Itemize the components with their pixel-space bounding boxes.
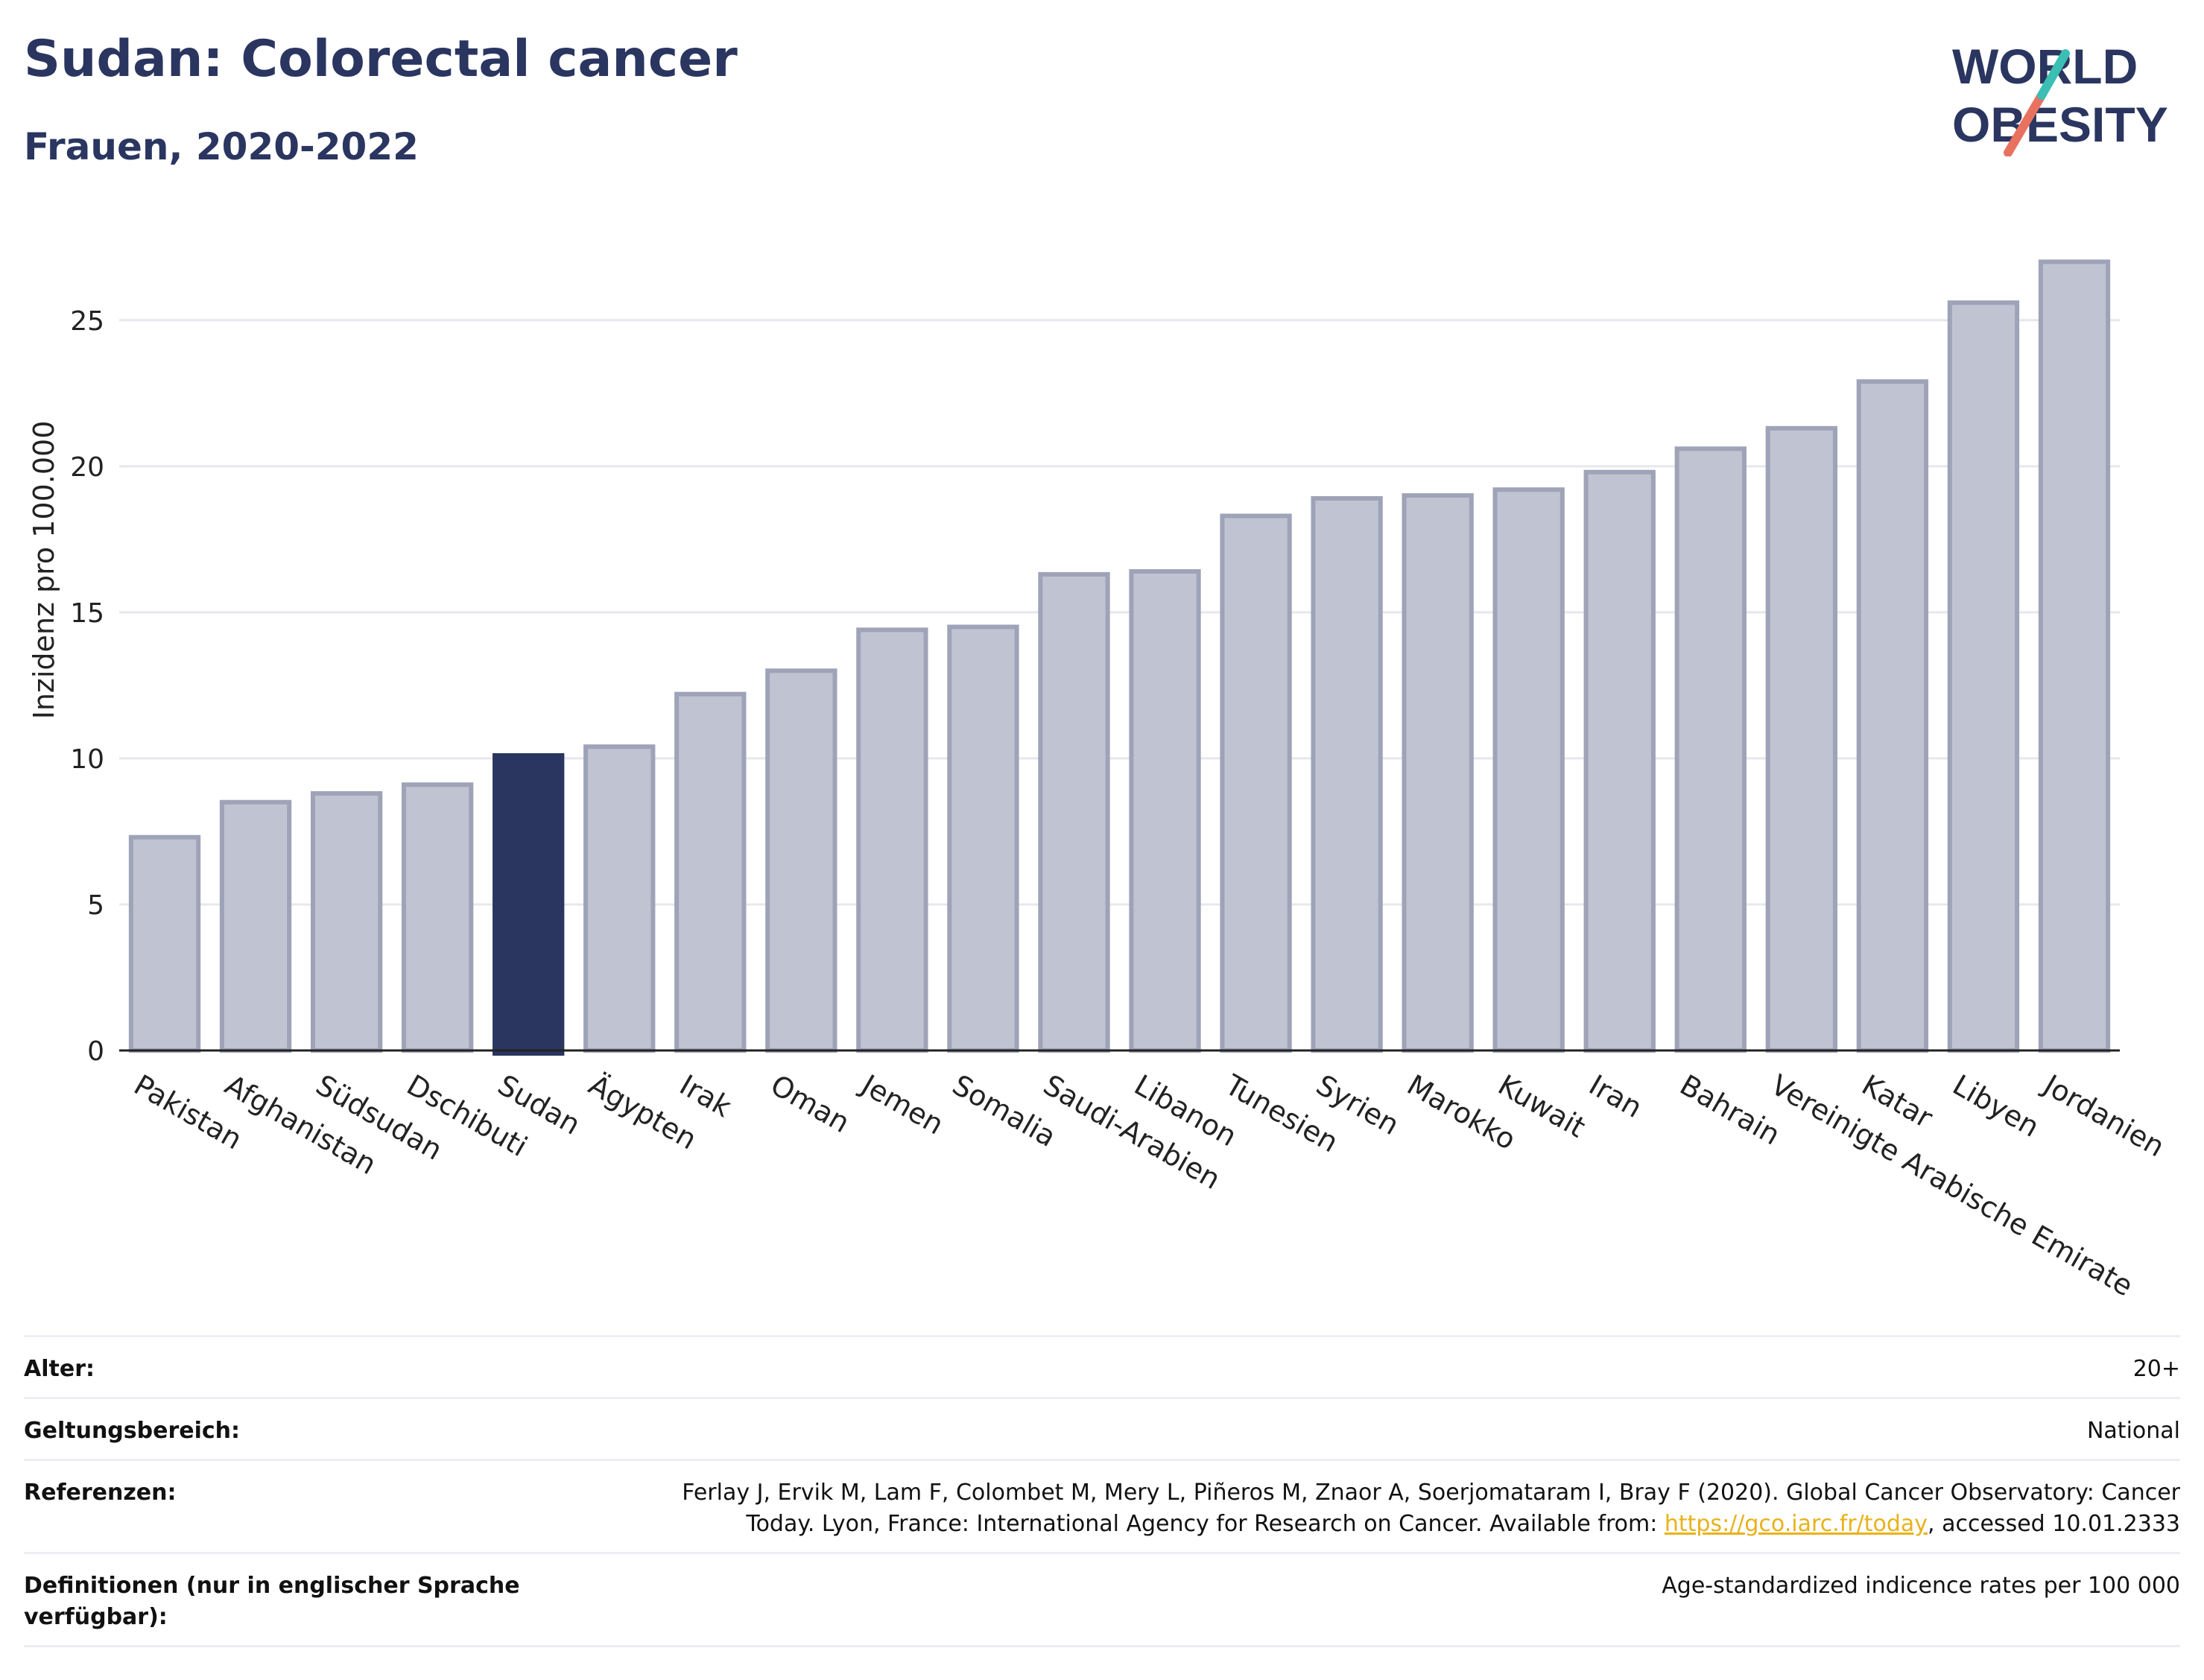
meta-table: Alter: 20+ Geltungsbereich: National Ref…: [24, 1335, 2180, 1647]
bar-vereinigte-arabische-emirate: [1765, 425, 1837, 1053]
bar-syrien: [1311, 495, 1383, 1053]
bar-iran: [1583, 469, 1656, 1053]
bar-ägypten: [583, 744, 656, 1053]
meta-row-definitions: Definitionen (nur in englischer Sprache …: [24, 1552, 2180, 1647]
bar-libanon: [1129, 568, 1201, 1053]
reference-accessed: , accessed 10.01.2333: [1928, 1511, 2180, 1537]
y-tick-label: 20: [70, 452, 104, 483]
bar-pakistan: [128, 834, 201, 1053]
meta-label: Alter:: [24, 1356, 95, 1382]
bar-somalia: [947, 624, 1019, 1053]
y-tick-label: 15: [70, 598, 104, 629]
page-title: Sudan: Colorectal cancer: [24, 30, 738, 89]
bar-afghanistan: [219, 799, 292, 1053]
meta-value: National: [2086, 1418, 2180, 1444]
meta-value: 20+: [2132, 1356, 2180, 1382]
x-tick-label: Iran: [1583, 1068, 1647, 1124]
reference-link[interactable]: https://gco.iarc.fr/today: [1664, 1511, 1928, 1537]
y-tick-label: 10: [70, 744, 104, 775]
bar-katar: [1856, 379, 1929, 1053]
reference-text: Ferlay J, Ervik M, Lam F, Colombet M, Me…: [682, 1480, 2180, 1537]
bar-irak: [674, 691, 747, 1053]
bars: [128, 259, 2111, 1056]
bar-südsudan: [310, 790, 383, 1053]
y-tick-label: 0: [87, 1036, 104, 1067]
bar-oman: [765, 668, 837, 1053]
meta-label: Geltungsbereich:: [24, 1418, 241, 1444]
logo-slash-red: [2004, 91, 2046, 156]
x-tick-label: Bahrain: [1674, 1068, 1785, 1152]
x-tick-label: Jemen: [855, 1068, 949, 1141]
meta-row-references: Referenzen: Ferlay J, Ervik M, Lam F, Co…: [24, 1459, 2180, 1552]
bar-jordanien: [2038, 259, 2111, 1053]
world-obesity-logo: WORLD OBESITY: [1952, 39, 2168, 156]
meta-value: Age-standardized indicence rates per 100…: [1662, 1573, 2180, 1599]
y-tick-label: 5: [87, 890, 104, 921]
y-axis-ticks: 0 5 10 15 20 25: [70, 306, 104, 1067]
logo-slash-teal: [2037, 49, 2070, 100]
x-tick-label: Oman: [765, 1068, 855, 1139]
bar-saudi-arabien: [1038, 571, 1110, 1053]
bar-dschibuti: [402, 782, 474, 1053]
x-tick-label: Somalia: [947, 1068, 1062, 1153]
page-subtitle: Frauen, 2020-2022: [24, 125, 419, 168]
x-tick-label: Libyen: [1947, 1068, 2045, 1144]
bar-tunesien: [1220, 513, 1292, 1053]
x-tick-label: Irak: [674, 1068, 737, 1123]
bar-marokko: [1402, 493, 1474, 1053]
bar-chart: 0 5 10 15 20 25 PakistanAfghanistanSüdsudanDs…: [28, 259, 2170, 1303]
meta-label: Definitionen (nur in englischer Sprache …: [24, 1573, 520, 1630]
bar-sudan: [493, 752, 565, 1056]
meta-row-scope: Geltungsbereich: National: [24, 1397, 2180, 1459]
x-axis-ticks: PakistanAfghanistanSüdsudanDschibutiSuda…: [129, 1068, 2170, 1303]
logo-line2: OBESITY: [1952, 97, 2168, 152]
meta-value-references: Ferlay J, Ervik M, Lam F, Colombet M, Me…: [615, 1477, 2180, 1540]
bar-jemen: [856, 627, 928, 1053]
bar-bahrain: [1674, 446, 1747, 1053]
meta-row-age: Alter: 20+: [24, 1335, 2180, 1397]
bar-libyen: [1947, 300, 2020, 1053]
y-axis-label: Inzidenz pro 100.000: [28, 421, 60, 720]
bar-kuwait: [1492, 487, 1565, 1053]
y-tick-label: 25: [70, 306, 104, 337]
x-tick-label: Jordanien: [2037, 1068, 2170, 1164]
meta-label: Referenzen:: [24, 1480, 177, 1506]
